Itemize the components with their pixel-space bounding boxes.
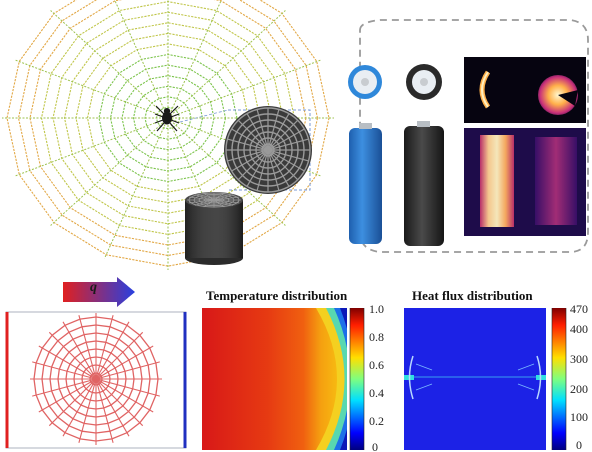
temp-tick-6: 0 [372,440,378,452]
flux-tick-1: 470 [570,302,588,316]
flux-tick-2: 400 [570,322,588,336]
flux-tick-5: 100 [570,410,588,424]
thermal-image-bottom [464,128,586,236]
dark-battery-top-view [406,64,442,100]
blue-battery-side-view [349,123,382,244]
temperature-map [202,308,365,450]
flux-tick-6: 0 [576,438,582,452]
spider-web-illustration [2,0,334,270]
heat-flux-symbol: q [90,280,97,295]
temperature-colorbar [350,308,364,450]
temp-tick-5: 0.2 [369,414,384,428]
photo-panel-frame [359,19,589,253]
heat-flux-map [404,308,567,450]
heat-flux-map-title: Heat flux distribution [412,288,533,303]
web-disk-model [224,106,312,194]
heat-flow-arrow-icon [63,277,135,307]
temp-tick-2: 0.8 [369,330,384,344]
web-cross-section [30,313,162,445]
flux-tick-4: 200 [570,382,588,396]
flux-tick-3: 300 [570,352,588,366]
battery-photo-panel [348,19,589,253]
zoom-line [179,109,229,123]
blue-battery-top-view [348,65,382,99]
temp-tick-3: 0.6 [369,358,384,372]
thermal-image-top [464,57,586,123]
temperature-map-title: Temperature distribution [206,288,348,303]
spider-icon [154,105,180,132]
web-cylinder-model [185,192,243,265]
temp-tick-4: 0.4 [369,386,384,400]
heat-flux-colorbar [552,308,566,450]
heat-flow-diagram [5,277,187,449]
dark-battery-side-view [404,121,444,246]
temp-tick-1: 1.0 [369,302,384,316]
